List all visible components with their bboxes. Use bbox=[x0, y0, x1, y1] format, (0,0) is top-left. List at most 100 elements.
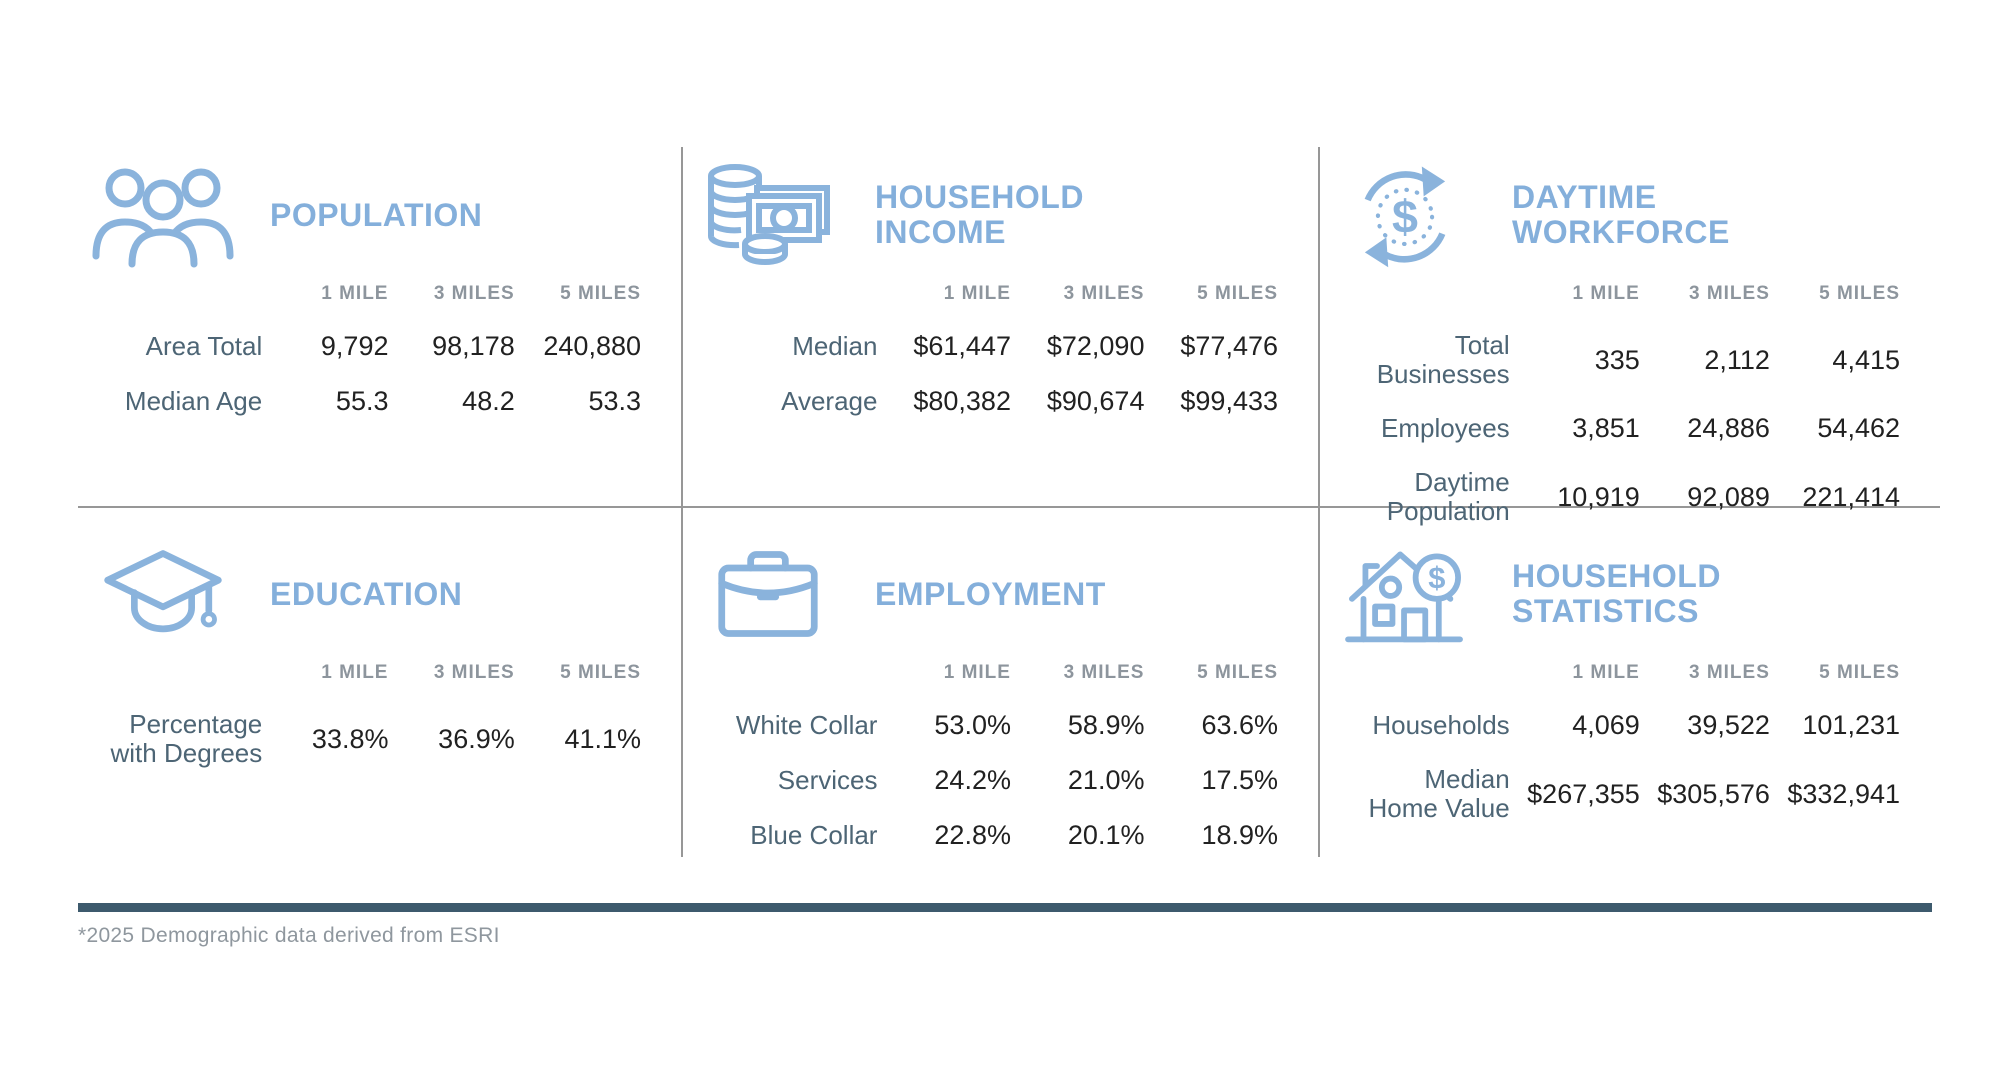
graduation-cap-icon bbox=[84, 542, 242, 647]
panel-title: DAYTIME WORKFORCE bbox=[1512, 179, 1730, 250]
row-label: Blue Collar bbox=[750, 819, 878, 850]
stat-value: $80,382 bbox=[913, 386, 1011, 416]
table-row: Area Total 9,792 98,178 240,880 bbox=[84, 319, 641, 374]
cell-household-income: HOUSEHOLD INCOME 1 MILE 3 MILES 5 MILES Me… bbox=[683, 147, 1320, 508]
row-label: Employees bbox=[1381, 413, 1510, 444]
column-header: 5 MILES bbox=[1819, 283, 1900, 304]
table-row: Daytime Population 10,919 92,089 221,414 bbox=[1326, 456, 1900, 538]
panel-title: EMPLOYMENT bbox=[875, 575, 1106, 612]
panel-title: HOUSEHOLD STATISTICS bbox=[1512, 558, 1721, 629]
column-header: 1 MILE bbox=[943, 662, 1011, 683]
row-label: Total Businesses bbox=[1376, 330, 1510, 390]
column-header: 3 MILES bbox=[1063, 283, 1145, 304]
stat-value: 2,112 bbox=[1704, 344, 1770, 375]
data-source-footnote: *2025 Demographic data derived from ESRI bbox=[78, 924, 500, 947]
panel-header: POPULATION bbox=[84, 159, 641, 271]
stat-value: 24,886 bbox=[1687, 413, 1770, 444]
table-row: White Collar 53.0% 58.9% 63.6% bbox=[689, 698, 1278, 753]
stat-value: 24.2% bbox=[934, 765, 1011, 795]
row-label: Average bbox=[781, 385, 878, 416]
table-row: Average $80,382 $90,674 $99,433 bbox=[689, 374, 1278, 429]
stat-value: 20.1% bbox=[1067, 820, 1145, 850]
row-label: Daytime Population bbox=[1386, 467, 1510, 527]
column-spacer bbox=[1326, 654, 1510, 698]
house-dollar-icon: $ bbox=[1326, 539, 1484, 650]
column-header: 1 MILE bbox=[321, 662, 389, 683]
panel-header: EDUCATION bbox=[84, 538, 641, 650]
column-header: 1 MILE bbox=[1572, 662, 1640, 683]
stat-value: $61,447 bbox=[913, 331, 1011, 361]
column-header: 3 MILES bbox=[1688, 283, 1770, 304]
table-row: Total Businesses 335 2,112 4,415 bbox=[1326, 319, 1900, 401]
column-header-row: 1 MILE 3 MILES 5 MILES bbox=[84, 275, 641, 319]
row-label: Percentage with Degrees bbox=[110, 709, 263, 769]
row-label: Area Total bbox=[145, 330, 263, 361]
row-label: Median bbox=[792, 330, 878, 361]
column-header-row: 1 MILE 3 MILES 5 MILES bbox=[84, 654, 641, 698]
svg-text:$: $ bbox=[1428, 560, 1445, 595]
stat-value: 335 bbox=[1594, 344, 1640, 375]
panel-header: $ DAYTIME WORKFORCE bbox=[1326, 159, 1900, 271]
household-income-table: 1 MILE 3 MILES 5 MILES Median $61,447 $72,09… bbox=[689, 275, 1278, 429]
panel-title: EDUCATION bbox=[270, 575, 463, 612]
stat-value: 240,880 bbox=[543, 331, 641, 361]
stat-value: 58.9% bbox=[1067, 710, 1145, 740]
stat-value: 41.1% bbox=[564, 723, 641, 754]
table-row: Blue Collar 22.8% 20.1% 18.9% bbox=[689, 808, 1278, 863]
stat-value: 92,089 bbox=[1687, 481, 1770, 512]
briefcase-icon bbox=[689, 541, 847, 647]
panel-title: POPULATION bbox=[270, 196, 483, 233]
panel-employment: EMPLOYMENT 1 MILE 3 MILES 5 MILES White Co… bbox=[683, 508, 1318, 857]
stat-value: $332,941 bbox=[1787, 778, 1900, 809]
education-table: 1 MILE 3 MILES 5 MILES Percentage with Deg… bbox=[84, 654, 642, 780]
stat-value: 48.2 bbox=[462, 386, 515, 416]
stat-value: 63.6% bbox=[1201, 710, 1278, 740]
panel-title: HOUSEHOLD INCOME bbox=[875, 179, 1084, 250]
table-row: Services 24.2% 21.0% 17.5% bbox=[689, 753, 1278, 808]
household-statistics-table: 1 MILE 3 MILES 5 MILES Households 4,069 39,5… bbox=[1326, 654, 1900, 835]
table-row: Households 4,069 39,522 101,231 bbox=[1326, 698, 1900, 753]
table-row: Employees 3,851 24,886 54,462 bbox=[1326, 401, 1900, 456]
row-label: Services bbox=[777, 764, 878, 795]
stat-value: 3,851 bbox=[1572, 413, 1640, 444]
employment-table: 1 MILE 3 MILES 5 MILES White Collar 53.0% 58… bbox=[689, 654, 1278, 863]
column-header: 1 MILE bbox=[943, 283, 1011, 304]
column-spacer bbox=[84, 275, 262, 319]
stat-value: 36.9% bbox=[438, 723, 515, 754]
column-header: 5 MILES bbox=[560, 283, 641, 304]
cell-education: EDUCATION 1 MILE 3 MILES 5 MILES Percentag… bbox=[78, 508, 683, 857]
svg-text:$: $ bbox=[1392, 191, 1418, 243]
column-header: 1 MILE bbox=[1572, 283, 1640, 304]
table-row: Median $61,447 $72,090 $77,476 bbox=[689, 319, 1278, 374]
table-row: Median Home Value $267,355 $305,576 $332,94… bbox=[1326, 753, 1900, 835]
stat-value: 18.9% bbox=[1201, 820, 1278, 850]
stat-value: 17.5% bbox=[1201, 765, 1278, 795]
column-header: 3 MILES bbox=[1063, 662, 1145, 683]
table-row: Percentage with Degrees 33.8% 36.9% 41.1% bbox=[84, 698, 642, 780]
stat-value: $90,674 bbox=[1046, 386, 1145, 416]
panel-header: EMPLOYMENT bbox=[689, 538, 1278, 650]
column-header: 3 MILES bbox=[1688, 662, 1770, 683]
cell-population: POPULATION 1 MILE 3 MILES 5 MILES Area Tot… bbox=[78, 147, 683, 508]
stat-value: 55.3 bbox=[335, 386, 389, 416]
panel-population: POPULATION 1 MILE 3 MILES 5 MILES Area Tot… bbox=[78, 147, 681, 506]
column-header-row: 1 MILE 3 MILES 5 MILES bbox=[1326, 654, 1900, 698]
column-header-row: 1 MILE 3 MILES 5 MILES bbox=[689, 275, 1278, 319]
stat-value: 22.8% bbox=[934, 820, 1011, 850]
cell-household-statistics: $ HOUSEHOLD STATISTICS 1 MILE 3 MILES 5 MI… bbox=[1320, 508, 1940, 857]
panel-header: HOUSEHOLD INCOME bbox=[689, 159, 1278, 271]
stat-value: 98,178 bbox=[432, 331, 515, 361]
daytime-workforce-table: 1 MILE 3 MILES 5 MILES Total Businesses 335… bbox=[1326, 275, 1900, 538]
column-spacer bbox=[1326, 275, 1510, 319]
stat-value: 4,069 bbox=[1572, 710, 1640, 740]
panel-daytime-workforce: $ DAYTIME WORKFORCE 1 MILE 3 MILES 5 MILES… bbox=[1320, 147, 1940, 526]
stat-value: $72,090 bbox=[1046, 331, 1145, 361]
column-header: 5 MILES bbox=[1197, 662, 1278, 683]
row-label: Median Home Value bbox=[1368, 764, 1510, 824]
panel-household-income: HOUSEHOLD INCOME 1 MILE 3 MILES 5 MILES Me… bbox=[683, 147, 1318, 506]
stat-value: $305,576 bbox=[1657, 778, 1770, 809]
stat-value: 9,792 bbox=[320, 331, 389, 361]
row-label: White Collar bbox=[735, 709, 878, 740]
column-spacer bbox=[689, 275, 877, 319]
